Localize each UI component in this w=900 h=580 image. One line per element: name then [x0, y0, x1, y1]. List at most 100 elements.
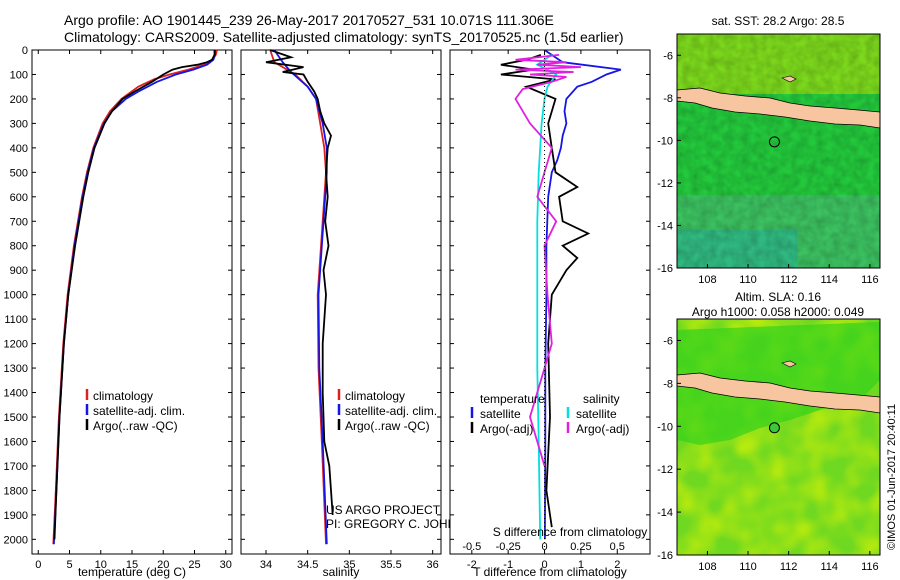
y-tick-label: 1100	[4, 314, 28, 326]
y-tick-label: 0	[22, 45, 28, 57]
map-y-tick-label: -16	[657, 550, 673, 562]
series-line-4	[514, 54, 581, 467]
legend-label: satellite-adj. clim.	[93, 404, 185, 418]
y-tick-label: 900	[10, 265, 28, 277]
x-axis-label: T difference from climatology	[473, 565, 627, 579]
legend-label: Argo(-adj)	[576, 422, 629, 436]
y-tick-label: 1600	[4, 436, 28, 448]
y-tick-label: 200	[10, 94, 28, 106]
map-x-tick-label: 114	[820, 274, 838, 286]
x-tick-label: 25	[188, 559, 200, 571]
sst-map-island	[781, 75, 797, 83]
x-tick-label: 0	[35, 559, 41, 571]
sla-map-subtitle: Argo h1000: 0.058 h2000: 0.049	[692, 305, 864, 319]
header-line-1: Argo profile: AO 1901445_239 26-May-2017…	[64, 12, 554, 28]
s-axis-label: S difference from climatology	[493, 525, 648, 539]
map-y-tick-label: -12	[657, 464, 673, 476]
sla-map-land	[677, 372, 880, 414]
imos-credit: ©IMOS 01-Jun-2017 20:40:11	[886, 404, 898, 550]
sst-map: sat. SST: 28.2 Argo: 28.5 108 110 112 114 11…	[657, 14, 881, 286]
y-tick-label: 1000	[4, 290, 28, 302]
plot-frame	[240, 49, 442, 555]
legend-label: climatology	[345, 389, 405, 403]
y-tick-label: 1900	[4, 510, 28, 522]
map-x-tick-label: 110	[739, 561, 757, 573]
series-line-3	[535, 54, 558, 540]
sla-map-argo-marker	[768, 422, 780, 434]
map-x-tick-label: 116	[861, 274, 879, 286]
map-y-tick-label: -12	[657, 178, 673, 190]
x-tick-label: -2	[467, 559, 477, 571]
x-axis-label: temperature (deg C)	[78, 565, 186, 579]
legend-label: satellite-adj. clim.	[345, 404, 437, 418]
x-tick-label: -1	[503, 559, 513, 571]
map-y-tick-label: -6	[663, 50, 673, 62]
legend: temperaturesatelliteArgo(-adj)salinitysa…	[470, 392, 629, 436]
y-tick-label: 2000	[4, 534, 28, 546]
map-x-tick-label: 112	[780, 561, 798, 573]
map-y-tick-label: -14	[657, 220, 673, 232]
map-y-tick-label: -10	[657, 421, 673, 433]
legend-label: Argo(..raw -QC)	[345, 419, 430, 433]
x-tick-label: 35	[343, 559, 355, 571]
map-x-tick-label: 114	[820, 561, 838, 573]
y-tick-label: 600	[10, 192, 28, 204]
map-x-tick-label: 108	[698, 561, 716, 573]
y-tick-label: 1500	[4, 412, 28, 424]
legend-label: satellite	[480, 407, 521, 421]
sst-map-land	[677, 87, 880, 129]
y-tick-label: 700	[10, 216, 28, 228]
header-line-2: Climatology: CARS2009. Satellite-adjuste…	[64, 29, 624, 45]
x-tick-label: 30	[220, 559, 232, 571]
series-line-1	[543, 49, 622, 540]
x-tick-label: 1	[578, 559, 584, 571]
y-tick-label: 1400	[4, 388, 28, 400]
legend-label: satellite	[576, 407, 617, 421]
y-tick-label: 1300	[4, 363, 28, 375]
map-y-tick-label: -16	[657, 263, 673, 275]
profile-panel-2: 34 34.5 35 35.5 36 salinity climatologysatelli…	[240, 49, 482, 579]
plot-frame	[31, 49, 233, 555]
x-tick-label: 0	[541, 559, 547, 571]
sla-map-sea-band	[677, 322, 880, 445]
x-tick-label: 34.5	[297, 559, 318, 571]
x-tick-label: 34	[260, 559, 272, 571]
legend-label: Argo(..raw -QC)	[93, 419, 178, 433]
s-tick-label: -0.25	[496, 541, 521, 553]
s-tick-label: 0	[541, 541, 547, 553]
x-tick-label: 36	[427, 559, 439, 571]
map-x-tick-label: 116	[861, 561, 879, 573]
x-tick-label: 35.5	[380, 559, 401, 571]
y-tick-label: 300	[10, 118, 28, 130]
y-tick-label: 400	[10, 143, 28, 155]
y-tick-label: 500	[10, 167, 28, 179]
legend-label: salinity	[583, 392, 620, 406]
map-x-tick-label: 110	[739, 274, 757, 286]
map-x-tick-label: 112	[780, 274, 798, 286]
map-x-tick-label: 108	[698, 274, 716, 286]
legend-label: Argo(-adj)	[480, 422, 533, 436]
x-tick-label: 5	[66, 559, 72, 571]
profile-panel-1: 0100200300400500600700800900100011001200…	[4, 45, 233, 579]
map-y-tick-label: -8	[663, 93, 673, 105]
y-tick-label: 1800	[4, 485, 28, 497]
x-tick-label: 10	[95, 559, 107, 571]
series-line-2	[500, 54, 591, 528]
map-y-tick-label: -14	[657, 507, 673, 519]
series-line-3	[53, 50, 216, 540]
y-tick-label: 100	[10, 69, 28, 81]
y-tick-label: 1700	[4, 461, 28, 473]
sst-map-frame	[676, 33, 881, 269]
sla-map-island	[781, 360, 797, 368]
x-axis-label: salinity	[323, 565, 360, 579]
map-y-tick-label: -10	[657, 135, 673, 147]
profile-panel-3: -2 -1 0 1 2T difference from climatology -0.5…	[449, 49, 651, 579]
s-tick-label: -0.5	[462, 541, 481, 553]
y-tick-label: 1200	[4, 339, 28, 351]
y-tick-label: 800	[10, 241, 28, 253]
map-y-tick-label: -8	[663, 378, 673, 390]
sst-map-argo-marker	[768, 136, 780, 148]
legend-label: climatology	[93, 389, 153, 403]
legend-label: temperature	[480, 392, 545, 406]
